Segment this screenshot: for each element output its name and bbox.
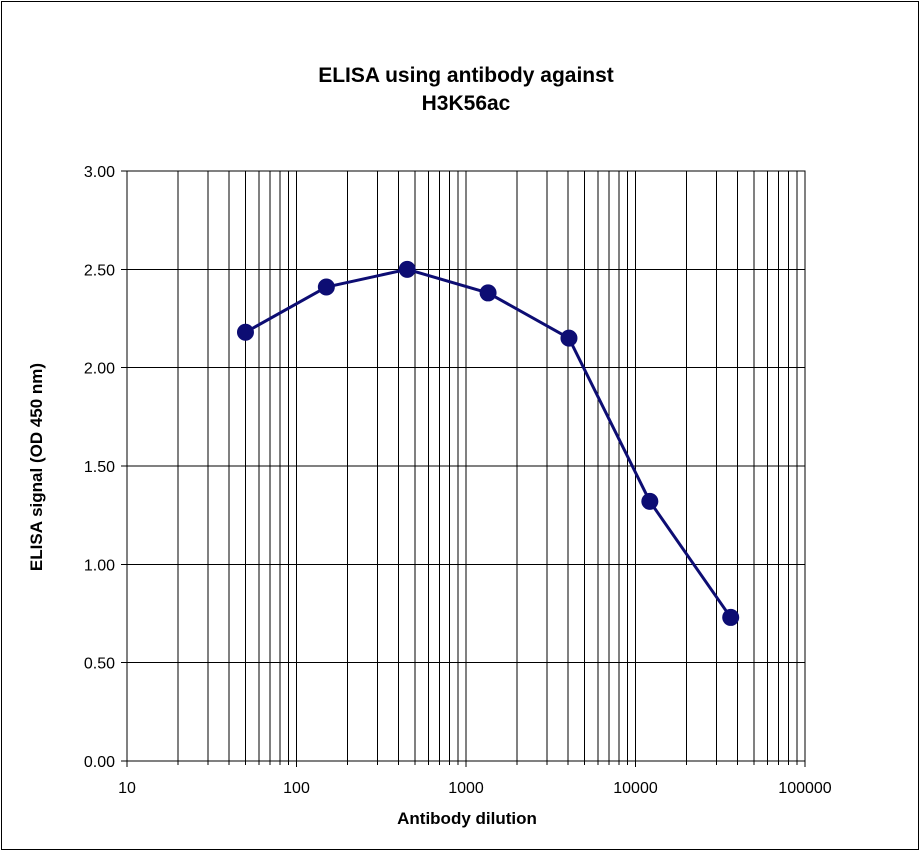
data-point	[722, 608, 740, 626]
y-tick-label: 2.50	[84, 262, 115, 279]
y-tick-labels: 0.00 0.50 1.00 1.50 2.00 2.50 3.00	[84, 164, 115, 771]
x-tick-label: 100000	[778, 780, 831, 797]
y-axis-label: ELISA signal (OD 450 nm)	[27, 363, 46, 571]
x-tick-label: 10	[118, 780, 136, 797]
series	[236, 260, 740, 626]
x-tick-labels: 10 100 1000 10000 100000	[118, 780, 832, 797]
y-tick-label: 1.50	[84, 459, 115, 476]
chart-title-line-1: ELISA using antibody against	[318, 64, 614, 87]
data-point	[317, 278, 335, 296]
y-tick-label: 1.00	[84, 557, 115, 574]
x-tick-label: 10000	[613, 780, 658, 797]
data-point	[236, 323, 254, 341]
y-tick-label: 3.00	[84, 164, 115, 181]
gridlines	[127, 171, 805, 761]
data-point	[398, 260, 416, 278]
x-axis-label: Antibody dilution	[397, 809, 537, 828]
x-tick-label: 100	[283, 780, 310, 797]
axis-ticks	[121, 170, 806, 767]
x-tick-label: 1000	[448, 780, 484, 797]
y-tick-label: 0.50	[84, 656, 115, 673]
series-line	[244, 267, 732, 619]
y-tick-label: 0.00	[84, 754, 115, 771]
data-point	[479, 284, 497, 302]
data-point	[641, 492, 659, 510]
chart-title-line-2: H3K56ac	[422, 92, 511, 115]
data-point	[560, 329, 578, 347]
y-tick-label: 2.00	[84, 361, 115, 378]
